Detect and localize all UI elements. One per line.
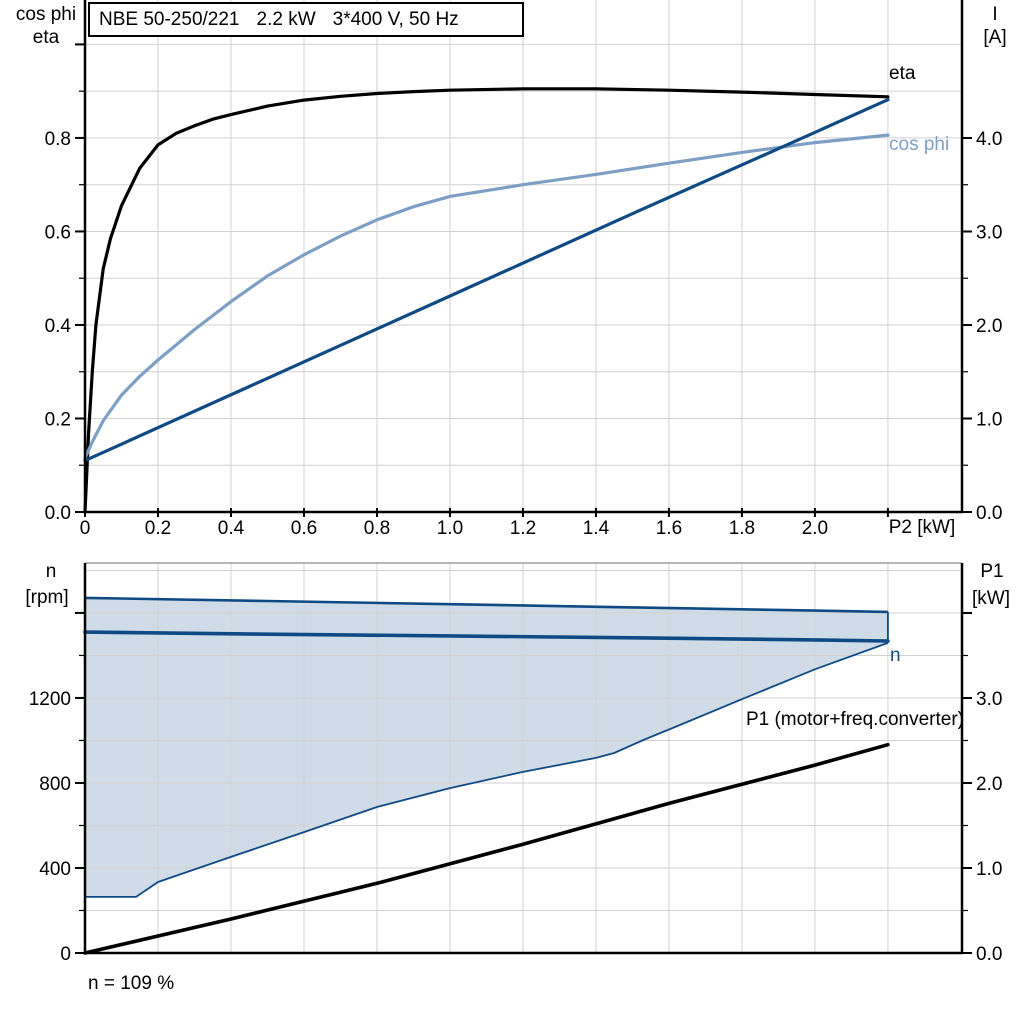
y_left-tick-label: 800 <box>39 774 71 795</box>
y_left-tick-label: 0 <box>60 944 71 965</box>
y-left-title-bottom-line2: [rpm] <box>25 587 69 608</box>
series-p1-motor-freq-converter- <box>83 742 890 955</box>
y-right-title-bottom-line2: [kW] <box>972 588 1010 609</box>
y_right-tick-label: 1.0 <box>976 410 1002 431</box>
curve-label-n: n <box>890 645 901 666</box>
y_left-tick-label: 0.4 <box>45 316 72 337</box>
x-tick-label: 0.4 <box>218 518 245 539</box>
x-axis-title: P2 [kW] <box>888 517 956 538</box>
y_right-tick-label: 2.0 <box>976 774 1002 795</box>
x-tick-label: 1.6 <box>656 518 682 539</box>
pump-model: NBE 50-250/221 <box>99 8 240 30</box>
y-right-title-top-line2: [A] <box>983 27 1007 48</box>
series-cos-phi <box>83 133 890 460</box>
band-bottom-edge <box>85 642 889 898</box>
y_right-tick-label: 0.0 <box>976 944 1002 965</box>
x-tick-label: 1.4 <box>583 518 610 539</box>
y-left-title-bottom-line1: n <box>45 561 57 582</box>
speed-annotation: n = 109 % <box>88 973 175 994</box>
x-tick-label: 1.8 <box>729 518 755 539</box>
y-right-title-top-line1: I <box>992 4 998 25</box>
x-tick-label: 1.2 <box>510 518 536 539</box>
curve-label-cos-phi: cos phi <box>889 134 950 155</box>
y_right-tick-label: 3.0 <box>976 689 1002 710</box>
x-tick-label: 0 <box>80 518 91 539</box>
band-top-edge <box>84 596 888 614</box>
y-right-title-bottom-line1: P1 <box>980 561 1004 582</box>
supply-voltage: 3*400 V, 50 Hz <box>332 8 459 30</box>
y_left-tick-label: 1200 <box>29 689 71 710</box>
series-i <box>83 98 890 463</box>
rated-power: 2.2 kW <box>256 8 316 30</box>
y_right-tick-label: 0.0 <box>976 503 1002 524</box>
chart-title-box: NBE 50-250/221 2.2 kW 3*400 V, 50 Hz <box>88 2 524 37</box>
band-fill-speed-operating-range <box>85 597 888 897</box>
series-n <box>83 630 890 643</box>
y_right-tick-label: 2.0 <box>976 316 1002 337</box>
y_left-tick-label: 0.0 <box>45 503 71 524</box>
y_left-tick-label: 0.6 <box>45 222 71 243</box>
curve-label-p1: P1 (motor+freq.converter) <box>745 709 964 730</box>
curve-label-eta: eta <box>889 63 916 84</box>
y-left-title-top-line2: eta <box>32 27 60 48</box>
y_right-tick-label: 4.0 <box>976 129 1002 150</box>
y_right-tick-label: 1.0 <box>976 859 1002 880</box>
y_left-tick-label: 400 <box>39 859 71 880</box>
x-tick-label: 0.8 <box>364 518 390 539</box>
y_left-tick-label: 0.8 <box>45 129 71 150</box>
series-eta <box>83 87 890 514</box>
x-tick-label: 0.2 <box>145 518 171 539</box>
x-tick-label: 0.6 <box>291 518 317 539</box>
y-left-title-top-line1: cos phi <box>15 4 77 25</box>
x-tick-label: 2.0 <box>802 518 828 539</box>
y_left-tick-label: 0.2 <box>45 409 71 430</box>
x-tick-label: 1.0 <box>437 518 463 539</box>
y_right-tick-label: 3.0 <box>976 223 1002 244</box>
